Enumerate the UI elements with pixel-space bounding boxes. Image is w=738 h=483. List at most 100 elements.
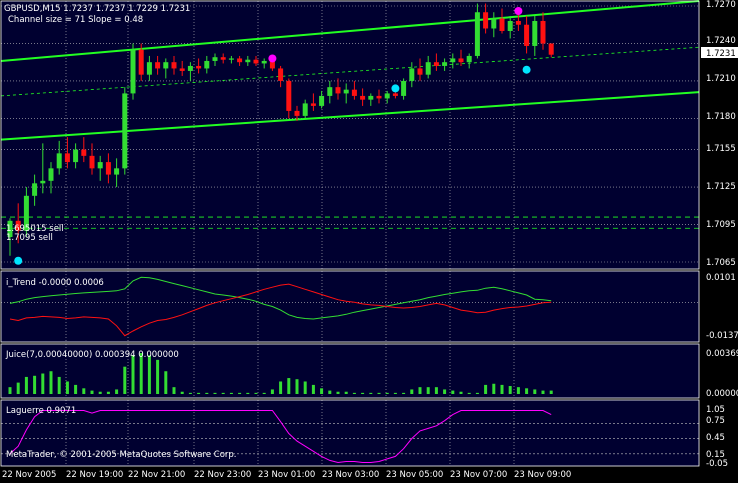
panel-border: [0, 399, 700, 467]
candle-body: [114, 168, 120, 175]
juice-bar: [492, 383, 496, 394]
juice-bar: [131, 355, 135, 394]
candle-body: [401, 80, 407, 96]
candle-body: [466, 55, 472, 63]
laguerre-tick: 0.75: [706, 416, 725, 426]
candle-body: [261, 60, 267, 64]
juice-bar: [402, 392, 406, 394]
juice-bar: [98, 391, 102, 394]
itrend-green: [9, 276, 552, 320]
juice-bar: [369, 392, 373, 394]
candle-body: [171, 62, 177, 69]
candle-body: [138, 49, 144, 75]
juice-bar: [344, 391, 348, 394]
candle-body: [245, 59, 251, 63]
candle-body: [376, 95, 382, 99]
candle-body: [163, 62, 169, 69]
itrend-panel[interactable]: [1, 271, 699, 342]
juice-bar: [541, 390, 545, 394]
price-tick: 1.7270: [706, 0, 736, 10]
juice-bar: [418, 387, 422, 394]
candle-body: [515, 20, 521, 25]
candle-body: [532, 20, 538, 46]
last-price-box: [701, 47, 738, 58]
signal-marker: [514, 6, 523, 15]
juice-bar: [443, 389, 447, 394]
juice-bar: [164, 371, 168, 394]
laguerre-tick: 1.05: [706, 405, 725, 415]
price-panel[interactable]: [1, 1, 699, 269]
price-tick: 1.7240: [706, 36, 736, 46]
juice-bar: [213, 392, 217, 394]
symbol-line: GBPUSD,M15 1.7237 1.7237 1.7229 1.7231: [4, 4, 190, 14]
candle-body: [327, 87, 333, 96]
juice-bar: [549, 390, 553, 394]
juice-bar: [156, 359, 160, 394]
juice-bar: [500, 384, 504, 394]
juice-bar: [459, 391, 463, 394]
juice-bar: [139, 353, 143, 394]
sell-label-2: 1.7095 sell: [6, 233, 53, 243]
juice-bar: [90, 390, 94, 394]
candle-body: [253, 59, 259, 64]
laguerre-tick: 0.45: [706, 433, 725, 443]
juice-bar: [287, 378, 291, 394]
juice-bar: [41, 373, 45, 394]
juice-bar: [475, 392, 479, 394]
juice-bar: [221, 392, 225, 394]
time-tick: 22 Nov 2005: [2, 470, 56, 479]
juice-bar: [328, 390, 332, 394]
juice-bar: [262, 392, 266, 394]
signal-marker: [391, 84, 400, 93]
price-tick: 1.7155: [706, 144, 736, 154]
itrend-label: i_Trend -0.0000 0.0006: [6, 278, 104, 288]
juice-bar: [303, 381, 307, 394]
time-tick: 22 Nov 23:00: [194, 470, 251, 479]
candle-body: [7, 220, 13, 238]
juice-bar: [57, 376, 61, 394]
candle-body: [196, 65, 202, 69]
itrend-lines: [1, 276, 699, 337]
candle-body: [269, 60, 275, 69]
juice-bar: [426, 387, 430, 394]
time-tick: 22 Nov 19:00: [66, 470, 123, 479]
axes: [0, 0, 700, 467]
candle-body: [212, 57, 218, 61]
candle-body: [425, 62, 431, 75]
juice-bar: [246, 392, 250, 394]
candle-body: [155, 62, 161, 69]
candle-body: [294, 110, 300, 116]
juice-bar: [295, 379, 299, 394]
juice-bar: [172, 387, 176, 394]
candle-body: [237, 58, 243, 63]
juice-bar: [82, 388, 86, 394]
laguerre-tick: 0.15: [706, 450, 725, 460]
itrend-red: [9, 283, 552, 337]
candle-body: [23, 195, 29, 231]
signal-marker: [14, 256, 23, 265]
juice-bar: [238, 392, 242, 394]
grid: [1, 1, 699, 466]
candle-body: [122, 93, 128, 169]
juice-bar: [508, 386, 512, 394]
candle-body: [417, 68, 423, 75]
candle-body: [384, 93, 390, 99]
candle-body: [483, 12, 489, 29]
price-tick: 1.7125: [706, 182, 736, 192]
juice-bar: [229, 392, 233, 394]
candle-body: [73, 149, 79, 163]
price-tick: 1.7180: [706, 112, 736, 122]
juice-bar: [410, 389, 414, 394]
time-tick: 23 Nov 07:00: [450, 470, 507, 479]
candle-body: [40, 180, 46, 184]
juice-bar: [197, 392, 201, 394]
candle-body: [433, 62, 439, 66]
juice-panel[interactable]: [1, 344, 699, 398]
candle-body: [409, 68, 415, 81]
juice-bar: [467, 392, 471, 394]
candle-body: [351, 89, 357, 96]
juice-bar: [279, 381, 283, 394]
juice-bar: [24, 376, 28, 394]
laguerre-curve: [9, 410, 552, 464]
